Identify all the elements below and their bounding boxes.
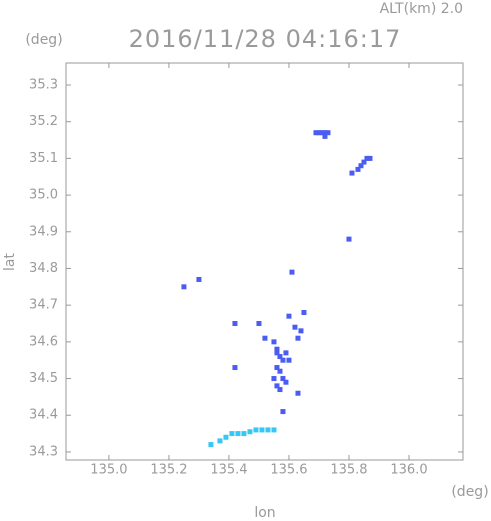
echo-point: [322, 130, 328, 136]
echo-point: [283, 379, 289, 385]
echo-point: [274, 350, 280, 356]
y-tick-label: 34.8: [29, 261, 58, 276]
echo-point: [274, 346, 280, 352]
y-tick-label: 34.4: [29, 408, 58, 423]
echo-point: [256, 321, 262, 327]
echo-point: [295, 335, 301, 341]
echo-point: [232, 365, 238, 371]
echo-point: [271, 376, 277, 382]
echo-point: [286, 313, 292, 319]
echo-point: [280, 409, 286, 415]
y-tick-label: 34.3: [29, 444, 58, 459]
x-tick-label: 136.0: [390, 463, 427, 478]
echo-point: [223, 434, 229, 440]
echo-point: [277, 354, 283, 360]
echo-point: [280, 357, 286, 363]
echo-point: [181, 284, 187, 290]
echo-point: [277, 387, 283, 393]
echo-point: [325, 130, 331, 136]
echo-point: [298, 328, 304, 334]
echo-point: [241, 431, 247, 437]
echo-point: [196, 276, 202, 282]
echo-point: [301, 310, 307, 316]
echo-point: [316, 130, 322, 136]
altitude-label: ALT(km) 2.0: [380, 1, 463, 17]
echo-point: [358, 163, 364, 169]
echo-point: [271, 427, 277, 433]
y-axis-label: lat: [2, 253, 18, 271]
echo-point: [247, 429, 253, 435]
x-tick-label: 135.4: [210, 463, 247, 478]
echo-point: [208, 442, 214, 448]
y-tick-label: 34.9: [29, 224, 58, 239]
y-unit: (deg): [25, 32, 62, 48]
echo-point: [322, 133, 328, 139]
y-tick-label: 34.7: [29, 298, 58, 313]
x-tick-label: 135.2: [150, 463, 187, 478]
echo-point: [319, 130, 325, 136]
echo-point: [262, 335, 268, 341]
echo-point: [253, 427, 259, 433]
y-tick-label: 35.1: [29, 151, 58, 166]
chart-title: 2016/11/28 04:16:17: [129, 25, 402, 53]
y-tick-label: 34.5: [29, 371, 58, 386]
x-unit: (deg): [451, 484, 488, 500]
echo-point: [274, 365, 280, 371]
echo-point: [232, 321, 238, 327]
x-tick-label: 135.0: [90, 463, 127, 478]
y-tick-label: 35.0: [29, 188, 58, 203]
echo-point: [355, 166, 361, 172]
x-tick-label: 135.6: [270, 463, 307, 478]
echo-point: [280, 376, 286, 382]
echo-point: [265, 427, 271, 433]
x-tick-label: 135.8: [330, 463, 367, 478]
echo-point: [274, 383, 280, 389]
echo-point: [277, 368, 283, 374]
echo-point: [349, 170, 355, 176]
echo-point: [235, 431, 241, 437]
echo-point: [313, 130, 319, 136]
echo-point: [367, 155, 373, 161]
plot-frame: [65, 62, 464, 461]
y-tick-label: 35.3: [29, 78, 58, 93]
echo-point: [217, 438, 223, 444]
x-axis-label: lon: [254, 505, 275, 521]
echo-point: [364, 155, 370, 161]
echo-point: [292, 324, 298, 330]
y-tick-label: 34.6: [29, 334, 58, 349]
echo-point: [361, 159, 367, 165]
echo-point: [229, 431, 235, 437]
y-tick-label: 35.2: [29, 114, 58, 129]
echo-point: [295, 390, 301, 396]
echo-point: [271, 339, 277, 345]
echo-point: [283, 350, 289, 356]
echo-point: [259, 427, 265, 433]
echo-point: [346, 236, 352, 242]
echo-point: [286, 357, 292, 363]
echo-point: [289, 269, 295, 275]
